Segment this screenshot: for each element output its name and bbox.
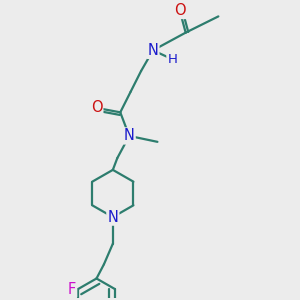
Text: O: O [174,3,185,18]
Text: N: N [107,210,118,225]
Text: O: O [91,100,102,116]
Text: N: N [124,128,135,143]
Text: N: N [148,43,158,58]
Text: H: H [167,53,177,66]
Text: F: F [68,282,76,297]
